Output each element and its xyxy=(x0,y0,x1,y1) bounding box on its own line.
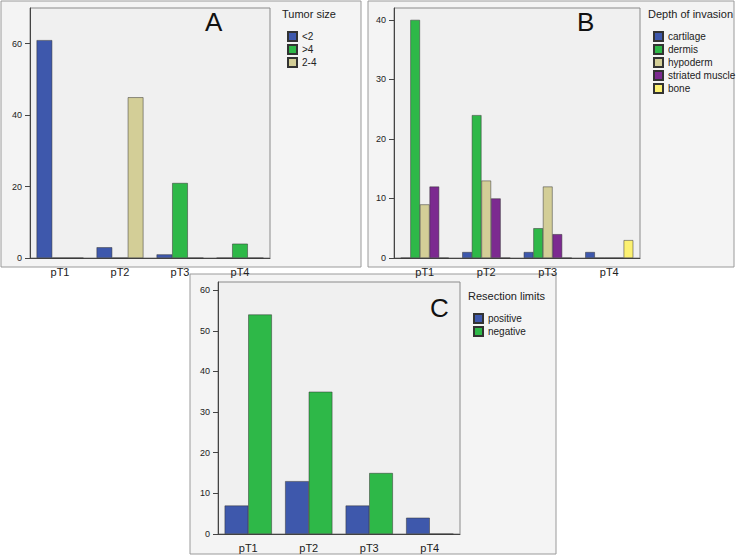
svg-text:pT2: pT2 xyxy=(299,542,318,554)
svg-text:positive: positive xyxy=(488,313,522,324)
svg-text:bone: bone xyxy=(668,83,691,94)
svg-text:20: 20 xyxy=(12,182,22,192)
svg-text:<2: <2 xyxy=(302,31,314,42)
svg-text:C: C xyxy=(430,293,449,323)
svg-text:Depth of invasion: Depth of invasion xyxy=(648,8,733,20)
svg-text:30: 30 xyxy=(200,407,210,417)
svg-text:pT2: pT2 xyxy=(477,266,496,278)
svg-text:B: B xyxy=(577,7,594,37)
svg-text:40: 40 xyxy=(12,110,22,120)
svg-text:60: 60 xyxy=(12,39,22,49)
svg-text:50: 50 xyxy=(200,326,210,336)
svg-text:pT1: pT1 xyxy=(51,266,70,278)
svg-text:A: A xyxy=(205,7,223,37)
svg-text:pT1: pT1 xyxy=(239,542,258,554)
svg-text:dermis: dermis xyxy=(668,44,698,55)
svg-text:0: 0 xyxy=(205,529,210,539)
svg-text:40: 40 xyxy=(200,366,210,376)
svg-text:2-4: 2-4 xyxy=(302,57,317,68)
svg-text:pT3: pT3 xyxy=(360,542,379,554)
svg-text:pT2: pT2 xyxy=(111,266,130,278)
svg-text:Resection limits: Resection limits xyxy=(468,290,546,302)
svg-text:0: 0 xyxy=(381,253,386,263)
svg-text:60: 60 xyxy=(200,285,210,295)
svg-text:pT4: pT4 xyxy=(420,542,439,554)
svg-text:pT4: pT4 xyxy=(231,266,250,278)
svg-text:pT3: pT3 xyxy=(171,266,190,278)
svg-text:Tumor size: Tumor size xyxy=(282,8,336,20)
svg-text:20: 20 xyxy=(376,134,386,144)
svg-text:pT3: pT3 xyxy=(538,266,557,278)
svg-text:30: 30 xyxy=(376,74,386,84)
svg-text:negative: negative xyxy=(488,326,526,337)
svg-text:hypoderm: hypoderm xyxy=(668,57,712,68)
svg-text:cartilage: cartilage xyxy=(668,31,706,42)
svg-text:0: 0 xyxy=(17,253,22,263)
svg-text:>4: >4 xyxy=(302,44,314,55)
svg-text:40: 40 xyxy=(376,15,386,25)
svg-text:pT1: pT1 xyxy=(415,266,434,278)
svg-text:striated muscle: striated muscle xyxy=(668,70,736,81)
svg-text:pT4: pT4 xyxy=(600,266,619,278)
svg-text:10: 10 xyxy=(376,193,386,203)
svg-text:10: 10 xyxy=(200,488,210,498)
svg-text:20: 20 xyxy=(200,448,210,458)
